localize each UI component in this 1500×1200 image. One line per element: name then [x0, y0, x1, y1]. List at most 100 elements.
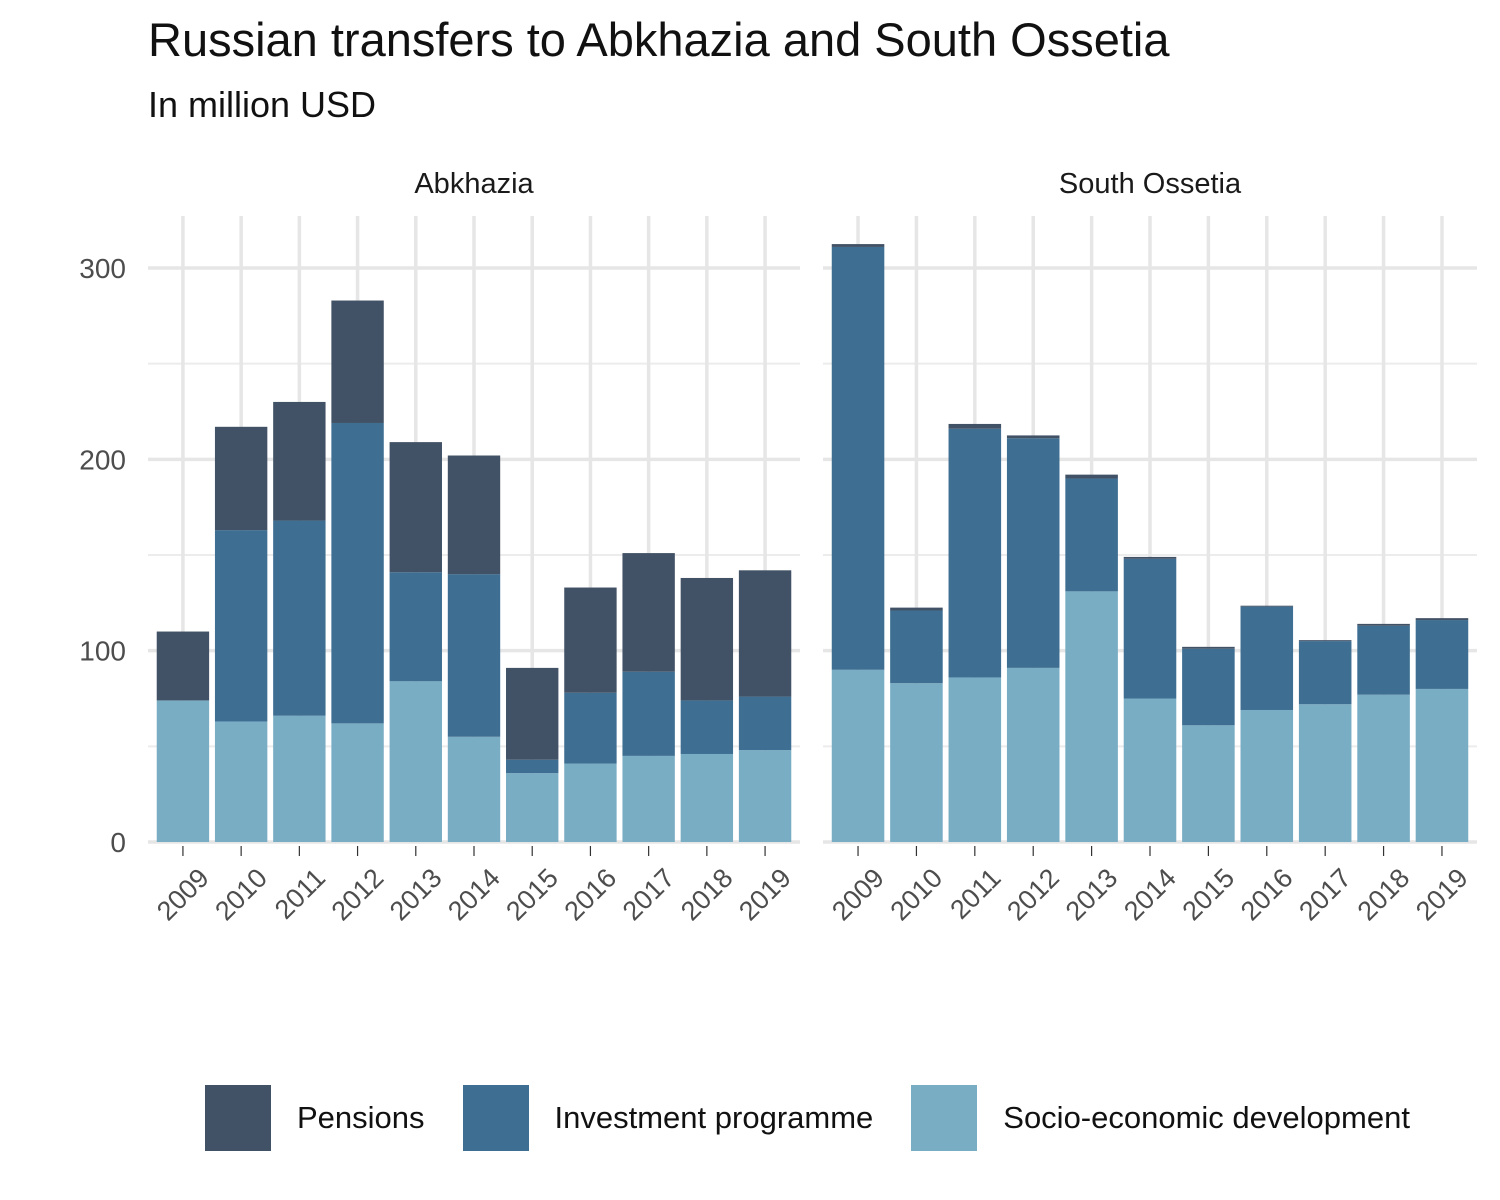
bar-segment: [1240, 709, 1294, 842]
bar-segment: [1123, 698, 1177, 842]
legend-item-investment: Investment programme: [462, 1085, 874, 1151]
x-tick-label: 2011: [944, 863, 1006, 925]
legend-label-pensions: Pensions: [297, 1100, 425, 1135]
x-tick-label: 2012: [326, 863, 390, 927]
facet-label: South Ossetia: [1059, 168, 1242, 200]
bar-segment: [1065, 478, 1118, 592]
legend-label-socioeconomic: Socio-economic development: [1003, 1100, 1410, 1135]
bar-segment: [564, 763, 617, 842]
bar-segment: [214, 530, 268, 722]
bar-segment: [1006, 438, 1060, 668]
bar-segment: [738, 696, 792, 751]
bar-segment: [622, 553, 675, 672]
chart-subtitle: In million USD: [148, 84, 377, 125]
bar-segment: [680, 753, 734, 842]
facet-label: Abkhazia: [414, 168, 534, 200]
faceted-stacked-bar-chart: Abkhazia20092010201120122013201420152016…: [79, 168, 1477, 927]
bar-segment: [214, 426, 268, 531]
bar-segment: [738, 570, 792, 697]
x-tick-label: 2018: [675, 863, 739, 927]
legend-swatch-socioeconomic: [911, 1085, 978, 1151]
bar-segment: [447, 574, 501, 737]
x-tick-label: 2009: [826, 863, 890, 927]
bar-segment: [1240, 606, 1294, 710]
x-tick-label: 2015: [1177, 863, 1241, 927]
x-tick-label: 2013: [384, 863, 448, 927]
bar-segment: [389, 681, 442, 842]
bar-segment: [447, 736, 501, 842]
y-tick-label: 100: [79, 636, 126, 667]
x-tick-label: 2019: [733, 863, 797, 927]
bar-segment: [680, 577, 734, 701]
bar-segment: [831, 244, 885, 247]
bar-segment: [331, 300, 384, 423]
bar-segment: [1123, 556, 1177, 559]
bar-segment: [831, 246, 885, 670]
x-tick-label: 2014: [1118, 863, 1182, 927]
x-tick-label: 2011: [269, 863, 331, 925]
bar-segment: [273, 520, 326, 716]
legend-swatch-investment: [462, 1085, 529, 1151]
bar-segment: [273, 715, 326, 842]
bar-segment: [506, 759, 559, 774]
bar-segment: [389, 572, 442, 682]
x-tick-label: 2017: [1293, 863, 1357, 927]
bar-segment: [506, 773, 559, 842]
x-tick-label: 2010: [885, 863, 949, 927]
bar-segment: [831, 669, 885, 842]
x-tick-label: 2010: [209, 863, 273, 927]
x-tick-label: 2019: [1410, 863, 1474, 927]
bar-segment: [156, 700, 210, 842]
bar-segment: [738, 750, 792, 842]
bar-segment: [506, 667, 559, 760]
bar-segment: [890, 607, 943, 611]
bar-segment: [564, 692, 617, 764]
bar-segment: [948, 677, 1002, 842]
bar-segment: [1357, 694, 1410, 842]
bar-segment: [622, 671, 675, 756]
bar-segment: [890, 610, 943, 684]
bar-segment: [1415, 620, 1469, 689]
bar-segment: [564, 587, 617, 693]
y-tick-label: 0: [110, 827, 126, 858]
bar-segment: [680, 700, 734, 754]
bar-segment: [273, 401, 326, 521]
bar-segment: [1298, 641, 1352, 705]
chart-legend: Pensions Investment programme Socio-econ…: [205, 1085, 1448, 1151]
bar-segment: [1065, 474, 1118, 479]
bar-segment: [389, 442, 442, 573]
bar-segment: [1065, 591, 1118, 842]
bar-segment: [1415, 618, 1469, 621]
bar-segment: [1006, 435, 1060, 439]
bar-segment: [331, 422, 384, 724]
x-tick-label: 2009: [151, 863, 215, 927]
legend-item-socioeconomic: Socio-economic development: [911, 1085, 1410, 1151]
x-tick-label: 2018: [1352, 863, 1416, 927]
bar-segment: [1182, 725, 1235, 842]
bar-segment: [1182, 646, 1235, 649]
y-tick-label: 300: [79, 253, 126, 284]
bar-segment: [948, 423, 1002, 429]
bar-segment: [1415, 688, 1469, 842]
bar-segment: [156, 631, 210, 701]
x-tick-label: 2012: [1001, 863, 1065, 927]
bar-segment: [622, 755, 675, 842]
legend-swatch-pensions: [205, 1085, 271, 1151]
bar-segment: [1357, 623, 1410, 626]
bar-segment: [1006, 667, 1060, 842]
x-tick-label: 2016: [559, 863, 623, 927]
x-tick-label: 2017: [617, 863, 681, 927]
bar-segment: [1182, 648, 1235, 726]
bar-segment: [1298, 704, 1352, 842]
bar-segment: [1240, 605, 1294, 607]
legend-label-investment: Investment programme: [554, 1100, 874, 1135]
bar-segment: [1298, 640, 1352, 642]
bar-segment: [1357, 625, 1410, 695]
legend-item-pensions: Pensions: [205, 1085, 425, 1151]
x-tick-label: 2014: [442, 863, 506, 927]
bar-segment: [890, 683, 943, 842]
x-tick-label: 2016: [1235, 863, 1299, 927]
y-tick-label: 200: [79, 444, 126, 475]
bar-segment: [331, 723, 384, 842]
bar-segment: [948, 428, 1002, 678]
